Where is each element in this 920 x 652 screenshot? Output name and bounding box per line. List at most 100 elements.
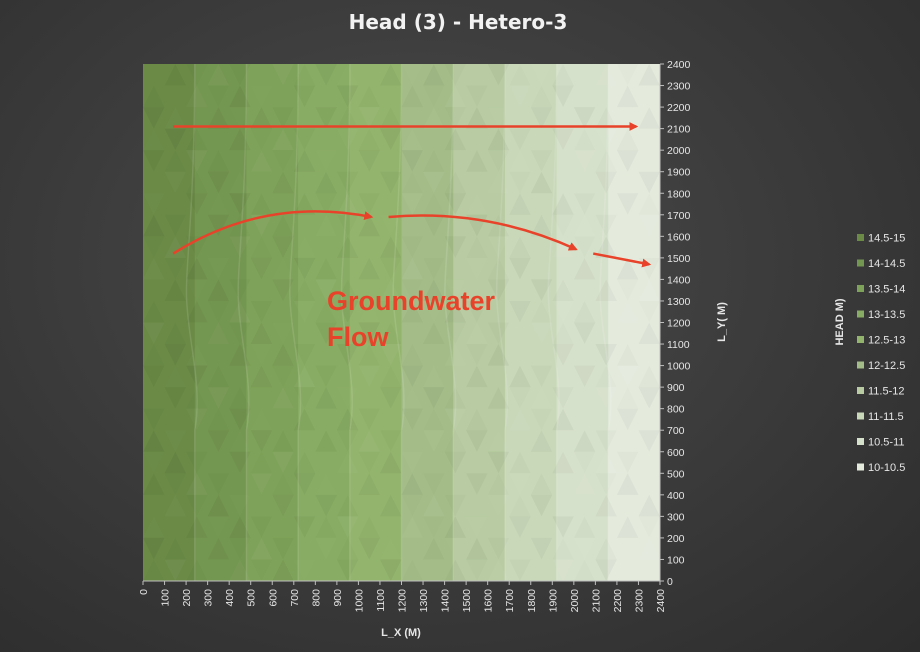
mesh-cell bbox=[229, 300, 251, 323]
mesh-cell bbox=[143, 214, 165, 237]
mesh-cell bbox=[552, 193, 574, 215]
legend-item: 11-11.5 bbox=[857, 411, 904, 423]
mesh-cell bbox=[336, 193, 359, 215]
x-tick-label: 1800 bbox=[526, 589, 538, 613]
x-tick-label: 2000 bbox=[569, 589, 581, 613]
mesh-cell bbox=[466, 107, 488, 129]
head-band-5 bbox=[401, 64, 454, 581]
mesh-cell bbox=[379, 344, 402, 366]
y-tick-label: 400 bbox=[667, 490, 685, 502]
legend-swatch bbox=[857, 361, 864, 369]
mesh-cell bbox=[143, 322, 165, 345]
x-tick-label: 1900 bbox=[547, 589, 559, 613]
mesh-cell bbox=[423, 64, 445, 86]
annotation-line-2: Flow bbox=[327, 322, 389, 352]
flow-arrow-2 bbox=[388, 214, 578, 251]
legend-swatch bbox=[857, 387, 864, 394]
x-tick-label: 2300 bbox=[633, 589, 645, 613]
y-tick-label: 1600 bbox=[667, 231, 691, 243]
mesh-cell bbox=[143, 430, 165, 452]
mesh-cell bbox=[143, 107, 165, 129]
mesh-cell bbox=[401, 473, 424, 495]
y-tick-label: 700 bbox=[667, 425, 685, 437]
legend-item: 14.5-15 bbox=[857, 233, 905, 245]
mesh-cell bbox=[272, 344, 294, 366]
annotation-line-1: Groundwater bbox=[327, 286, 496, 316]
mesh-cell bbox=[358, 537, 380, 560]
legend-swatch bbox=[857, 438, 864, 445]
legend-item: 11.5-12 bbox=[857, 386, 905, 398]
mesh-cell bbox=[250, 107, 273, 129]
mesh-cell bbox=[509, 473, 531, 495]
mesh-cell bbox=[164, 559, 187, 581]
mesh-cell bbox=[401, 257, 424, 280]
head-band-1 bbox=[194, 64, 247, 581]
contour-line-2 bbox=[289, 64, 302, 581]
mesh-cell bbox=[229, 516, 251, 538]
mesh-cell bbox=[423, 171, 445, 194]
legend-label: 11-11.5 bbox=[868, 411, 904, 423]
x-tick-label: 1000 bbox=[353, 589, 365, 613]
mesh-cell bbox=[358, 322, 380, 345]
mesh-cell bbox=[358, 214, 380, 237]
mesh-cell bbox=[487, 236, 510, 258]
x-tick-label: 600 bbox=[267, 589, 279, 607]
mesh-cell bbox=[186, 365, 208, 388]
y-tick-label: 100 bbox=[667, 554, 685, 566]
head-band-0 bbox=[143, 64, 196, 581]
legend-swatch bbox=[857, 234, 864, 241]
mesh-cell bbox=[530, 387, 553, 409]
y-tick-label: 2300 bbox=[667, 81, 691, 93]
mesh-cell bbox=[379, 128, 402, 151]
y-tick-label: 900 bbox=[667, 382, 685, 394]
mesh-cell bbox=[272, 236, 294, 258]
mesh-cell bbox=[423, 279, 445, 301]
mesh-cell bbox=[552, 516, 574, 538]
contour-line-4 bbox=[392, 64, 405, 581]
chart-title: Head (3) - Hetero-3 bbox=[348, 10, 568, 34]
flow-arrows bbox=[172, 121, 652, 268]
mesh-cell bbox=[336, 85, 359, 108]
legend-item: 12.5-13 bbox=[857, 335, 905, 347]
x-tick-label: 2100 bbox=[590, 589, 602, 613]
mesh-cell bbox=[164, 236, 187, 258]
mesh-cell bbox=[466, 322, 488, 345]
mesh-cell bbox=[207, 171, 230, 194]
legend-label: 12.5-13 bbox=[868, 335, 905, 347]
contour-line-1 bbox=[237, 64, 250, 581]
mesh-cell bbox=[616, 257, 639, 280]
y-tick-label: 1000 bbox=[667, 361, 691, 373]
mesh-cell bbox=[530, 494, 553, 517]
mesh-cell bbox=[444, 193, 467, 215]
x-axis-title: L_X (M) bbox=[381, 627, 421, 639]
mesh-cell bbox=[552, 85, 574, 108]
y-tick-label: 1400 bbox=[667, 274, 691, 286]
head-band-6 bbox=[453, 64, 506, 581]
x-tick-label: 1700 bbox=[504, 589, 516, 613]
y-tick-label: 1300 bbox=[667, 296, 691, 308]
mesh-cell bbox=[164, 451, 187, 474]
mesh-cell bbox=[552, 408, 574, 431]
mesh-cell bbox=[509, 150, 531, 172]
legend-swatch bbox=[857, 310, 864, 318]
x-tick-label: 900 bbox=[332, 589, 344, 607]
x-tick-label: 100 bbox=[160, 589, 172, 607]
head-band-3 bbox=[298, 64, 351, 581]
mesh-cell bbox=[573, 107, 596, 129]
mesh-cell bbox=[487, 451, 510, 474]
flow-arrow-3 bbox=[592, 252, 652, 268]
mesh-cell bbox=[530, 279, 553, 301]
mesh-cell bbox=[293, 473, 316, 495]
contour-texture bbox=[143, 64, 660, 581]
mesh-cell bbox=[229, 85, 251, 108]
head-band-9 bbox=[608, 64, 660, 581]
y-tick-label: 800 bbox=[667, 404, 685, 416]
mesh-cell bbox=[315, 171, 337, 194]
mesh-cell bbox=[616, 365, 639, 388]
legend-swatch bbox=[857, 412, 864, 420]
mesh-cell bbox=[487, 128, 510, 151]
legend-swatch bbox=[857, 336, 864, 343]
y-axis-title: L_Y( M) bbox=[716, 302, 728, 342]
y-tick-label: 1700 bbox=[667, 210, 691, 222]
y-tick-label: 1100 bbox=[667, 339, 690, 351]
